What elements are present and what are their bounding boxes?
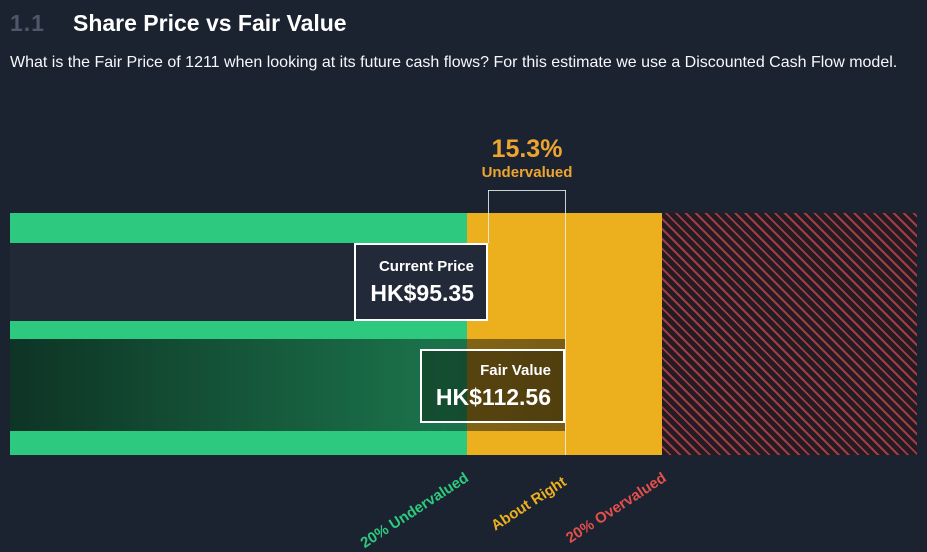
fair-value-label: Fair Value (480, 361, 551, 379)
current-price-bar[interactable]: Current Price HK$95.35 (10, 243, 488, 321)
fair-value-chart: Current Price HK$95.35 Fair Value HK$112… (10, 213, 917, 455)
section-description: What is the Fair Price of 1211 when look… (10, 54, 898, 71)
axis-label-overvalued: 20% Overvalued (563, 469, 670, 547)
current-price-value: HK$95.35 (370, 279, 474, 306)
bracket-line-top (488, 190, 566, 191)
fair-value-label-box: Fair Value HK$112.56 (420, 349, 565, 423)
discount-label: Undervalued (481, 164, 573, 181)
fair-value-bar[interactable]: Fair Value HK$112.56 (10, 339, 565, 431)
zone-overvalued-hatch (662, 213, 917, 455)
bracket-line-current-price (488, 190, 489, 243)
page-title: Share Price vs Fair Value (72, 10, 347, 36)
current-price-label-box: Current Price HK$95.35 (354, 243, 488, 321)
section-header: 1.1 Share Price vs Fair Value (10, 10, 347, 37)
discount-percent: 15.3% (491, 135, 563, 163)
bracket-line-fair-value (565, 190, 566, 455)
axis-label-about-right: About Right (488, 473, 570, 535)
fair-value-value: HK$112.56 (435, 383, 551, 410)
current-price-label: Current Price (378, 257, 474, 275)
axis-label-undervalued: 20% Undervalued (357, 469, 472, 552)
section-number: 1.1 (10, 10, 45, 36)
